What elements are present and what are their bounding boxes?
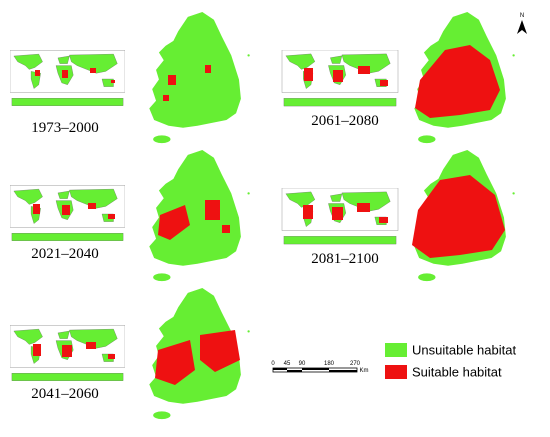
suitable-area [163, 65, 211, 101]
period-label: 2081–2100 [311, 251, 379, 267]
panel: 2041–2060 [10, 288, 250, 420]
panel: 1973–2000 [10, 12, 250, 144]
suitable-area [304, 66, 388, 86]
suitable-area [33, 203, 115, 219]
korea-map [149, 12, 250, 144]
scale-unit: Km [360, 368, 369, 374]
legend-swatch [385, 365, 407, 379]
scale-label: 0 [271, 361, 275, 367]
period-label: 2061–2080 [311, 113, 379, 129]
scale-label: 180 [324, 361, 335, 367]
suitable-area [155, 330, 240, 385]
period-label: 2021–2040 [31, 246, 99, 262]
scale-label: 90 [299, 361, 306, 367]
suitable-area [33, 342, 115, 359]
legend: Unsuitable habitat Suitable habitat [385, 342, 516, 379]
suitable-area [415, 45, 500, 118]
panel: 2081–2100 [281, 150, 515, 282]
legend-label: Suitable habitat [412, 364, 502, 379]
legend-label: Unsuitable habitat [412, 342, 516, 357]
scale-label: 270 [350, 361, 361, 367]
suitable-area [35, 68, 115, 83]
scale-bar: 0 45 90 180 270 Km [271, 361, 368, 374]
suitable-area [158, 200, 230, 240]
panel: 2061–2080 [281, 12, 515, 144]
scale-label: 45 [284, 361, 291, 367]
panel: 2021–2040 [10, 150, 250, 282]
north-arrow: N [517, 13, 527, 34]
world-map [10, 50, 125, 107]
legend-swatch [385, 343, 407, 357]
period-label: 2041–2060 [31, 386, 99, 402]
north-label: N [520, 13, 524, 19]
period-label: 1973–2000 [31, 120, 99, 136]
suitable-area [412, 175, 505, 258]
suitable-area [303, 203, 388, 223]
